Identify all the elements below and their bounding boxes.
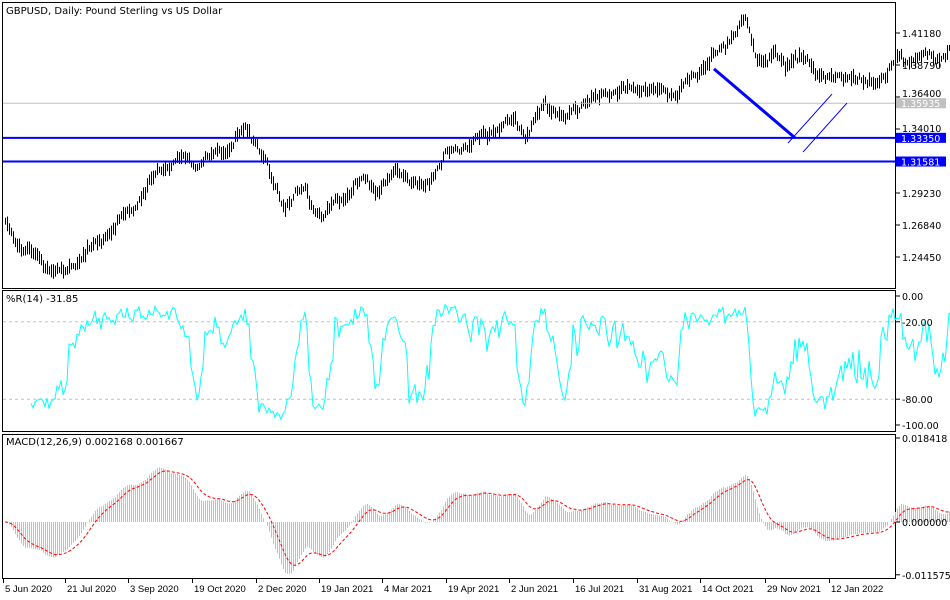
trendline xyxy=(713,67,796,139)
current-price-tag xyxy=(896,98,946,109)
chart-title: GBPUSD, Daily: Pound Sterling vs US Doll… xyxy=(6,6,223,17)
axes: 1.33350 1.31581 1.41180 1.38790 1.36400 1.340… xyxy=(3,29,950,595)
price-tick-label: 1.41180 xyxy=(902,29,941,40)
wpr-line xyxy=(30,303,950,421)
date-tick-label: 2 Jun 2021 xyxy=(511,584,558,595)
date-tick-label: 19 Jan 2021 xyxy=(321,584,373,595)
price-tick-label: 1.34010 xyxy=(902,124,941,135)
price-tick-label: 1.26840 xyxy=(902,221,941,232)
price-tick-label: 1.36400 xyxy=(902,89,941,100)
price-tick-label: 1.38790 xyxy=(902,61,941,72)
wpr-label: %R(14) -31.85 xyxy=(6,294,78,305)
date-tick-label: 31 Aug 2021 xyxy=(639,584,692,595)
date-tick-label: 19 Apr 2021 xyxy=(448,584,499,595)
channel-line xyxy=(802,102,848,153)
wpr-series xyxy=(3,303,950,421)
price-level-tag xyxy=(896,156,946,167)
macd-tick-label: -0.011575 xyxy=(902,571,950,582)
date-tick-label: 2 Dec 2020 xyxy=(258,584,307,595)
date-tick-label: 19 Oct 2020 xyxy=(194,584,246,595)
wpr-tick-label: -20.00 xyxy=(902,318,933,329)
price-panel[interactable] xyxy=(2,2,896,289)
wpr-tick-label: 0.00 xyxy=(902,292,923,303)
wpr-tick-label: -80.00 xyxy=(902,395,933,406)
macd-series xyxy=(4,467,950,575)
macd-label: MACD(12,26,9) 0.002168 0.001667 xyxy=(6,437,184,448)
current-price-label: 1.35935 xyxy=(901,99,940,110)
date-tick-label: 12 Jan 2022 xyxy=(831,584,883,595)
price-tick-label: 1.24450 xyxy=(902,253,941,264)
macd-tick-label: 0.000000 xyxy=(902,518,947,529)
date-tick-label: 21 Jul 2020 xyxy=(67,584,116,595)
macd-signal-line xyxy=(4,470,950,566)
date-tick-label: 16 Jul 2021 xyxy=(575,584,624,595)
price-level-label: 1.31581 xyxy=(901,158,940,169)
macd-tick-label: 0.018418 xyxy=(902,434,947,445)
wpr-tick-label: -100.00 xyxy=(902,421,939,432)
date-tick-label: 14 Oct 2021 xyxy=(702,584,754,595)
date-tick-label: 5 Jun 2020 xyxy=(5,584,52,595)
date-tick-label: 29 Nov 2021 xyxy=(767,584,821,595)
date-tick-label: 4 Mar 2021 xyxy=(384,584,432,595)
price-tick-label: 1.29230 xyxy=(902,189,941,200)
price-bars xyxy=(3,14,950,279)
date-tick-label: 3 Sep 2020 xyxy=(130,584,179,595)
price-level-tag xyxy=(896,132,946,143)
channel-line xyxy=(787,93,833,144)
price-level-label: 1.33350 xyxy=(901,134,940,145)
